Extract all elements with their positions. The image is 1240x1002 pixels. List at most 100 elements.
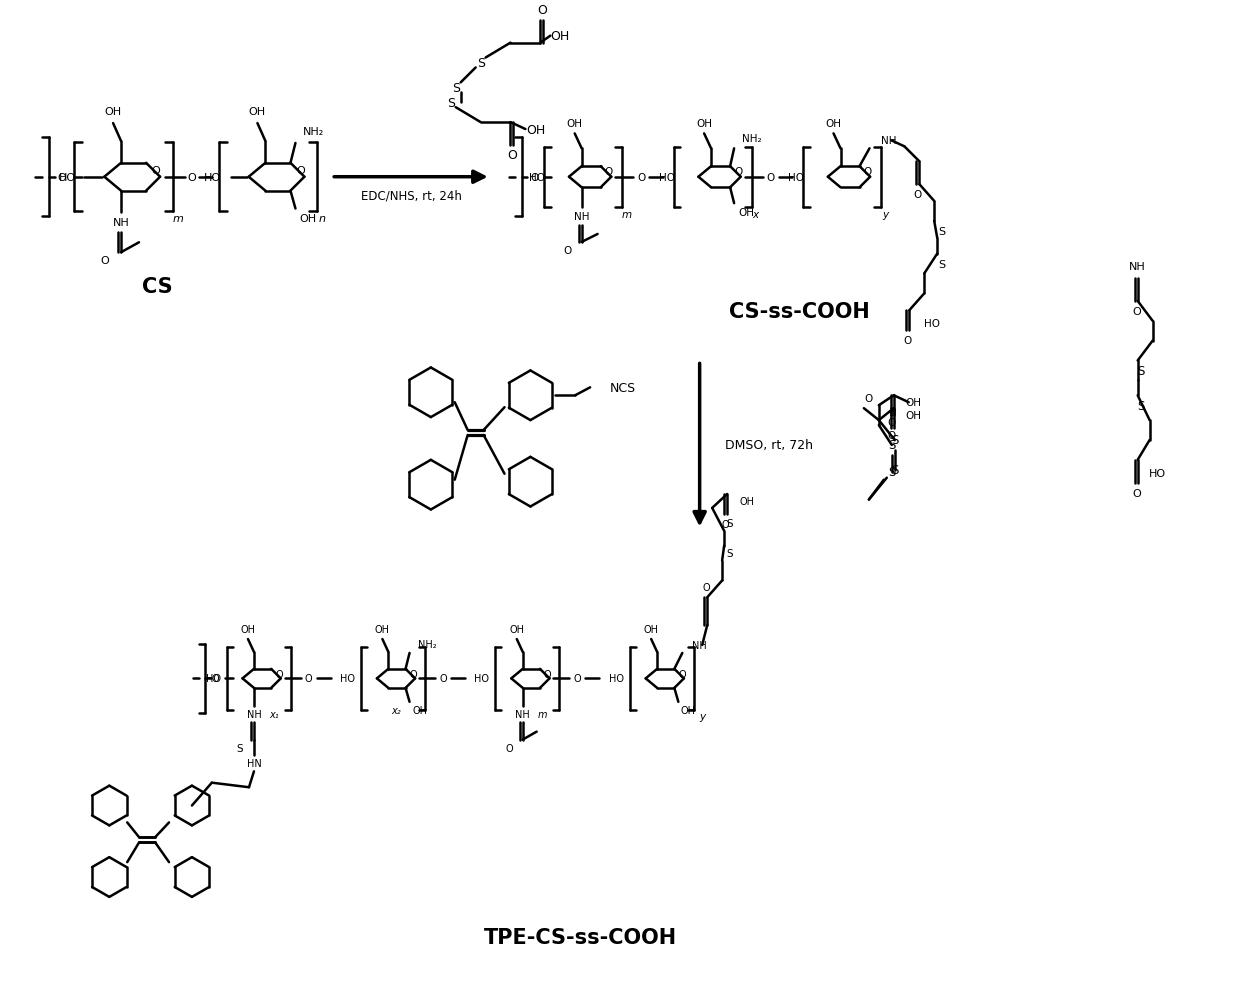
Text: O: O <box>505 742 512 753</box>
Text: NH: NH <box>574 211 589 221</box>
Text: m: m <box>621 210 631 220</box>
Text: O: O <box>913 189 921 199</box>
Text: OH: OH <box>412 705 427 715</box>
Text: O: O <box>888 418 897 428</box>
Text: S: S <box>237 742 243 753</box>
Text: OH: OH <box>104 107 122 117</box>
Text: NH: NH <box>113 218 129 228</box>
Text: S: S <box>892 464 899 477</box>
Text: S: S <box>451 82 460 95</box>
Text: O: O <box>409 669 417 679</box>
Text: O: O <box>903 336 911 346</box>
Text: O: O <box>605 167 613 177</box>
Text: O: O <box>529 172 538 182</box>
Text: O: O <box>305 673 312 683</box>
Text: HO: HO <box>658 172 675 182</box>
Text: OH: OH <box>739 496 754 506</box>
Text: O: O <box>151 165 160 175</box>
Text: NH: NH <box>247 709 262 719</box>
Text: O: O <box>564 245 572 256</box>
Text: OH: OH <box>510 624 525 634</box>
Text: S: S <box>1137 365 1145 378</box>
Text: O: O <box>57 172 66 182</box>
Text: HO: HO <box>206 673 221 683</box>
Text: CS-ss-COOH: CS-ss-COOH <box>729 302 869 322</box>
Text: NCS: NCS <box>610 382 636 395</box>
Text: OH: OH <box>738 207 754 217</box>
Text: OH: OH <box>300 214 317 224</box>
Text: O: O <box>766 172 775 182</box>
Text: O: O <box>888 431 897 441</box>
Text: O: O <box>296 165 305 175</box>
Text: O: O <box>864 167 872 177</box>
Text: m: m <box>538 709 547 719</box>
Text: HO: HO <box>203 172 221 182</box>
Text: O: O <box>507 149 517 162</box>
Text: S: S <box>888 466 895 479</box>
Text: HN: HN <box>247 759 262 769</box>
Text: S: S <box>1137 400 1145 412</box>
Text: EDC/NHS, rt, 24h: EDC/NHS, rt, 24h <box>361 189 461 202</box>
Text: S: S <box>939 226 946 236</box>
Text: y: y <box>882 210 888 220</box>
Text: O: O <box>544 669 552 679</box>
Text: HO: HO <box>60 172 77 182</box>
Text: m: m <box>172 214 184 224</box>
Text: NH: NH <box>516 709 531 719</box>
Text: S: S <box>888 439 895 452</box>
Text: O: O <box>275 669 283 679</box>
Text: HO: HO <box>340 673 355 683</box>
Text: OH: OH <box>905 411 921 421</box>
Text: NH: NH <box>882 136 897 146</box>
Text: OH: OH <box>681 705 696 715</box>
Text: O: O <box>439 673 446 683</box>
Text: O: O <box>537 4 547 17</box>
Text: OH: OH <box>249 107 267 117</box>
Text: OH: OH <box>905 398 921 408</box>
Text: O: O <box>702 583 711 593</box>
Text: O: O <box>734 167 743 177</box>
Text: CS: CS <box>141 277 172 297</box>
Text: x: x <box>753 210 759 220</box>
Text: O: O <box>678 669 686 679</box>
Text: NH₂: NH₂ <box>303 127 324 137</box>
Text: O: O <box>187 172 196 182</box>
Text: OH: OH <box>696 119 712 129</box>
Text: O: O <box>100 256 109 266</box>
Text: HO: HO <box>475 673 490 683</box>
Text: O: O <box>722 519 729 529</box>
Text: O: O <box>574 673 582 683</box>
Text: OH: OH <box>551 30 570 43</box>
Text: HO: HO <box>1149 468 1166 478</box>
Text: S: S <box>476 57 485 70</box>
Text: HO: HO <box>924 319 940 329</box>
Text: S: S <box>446 96 455 109</box>
Text: NH₂: NH₂ <box>742 134 761 144</box>
Text: O: O <box>864 394 873 404</box>
Text: OH: OH <box>526 123 546 136</box>
Text: TPE-CS-ss-COOH: TPE-CS-ss-COOH <box>484 927 677 947</box>
Text: NH: NH <box>692 640 707 650</box>
Text: n: n <box>319 214 326 224</box>
Text: S: S <box>939 260 946 270</box>
Text: S: S <box>727 518 733 528</box>
Text: S: S <box>727 548 733 558</box>
Text: NH: NH <box>1130 262 1146 272</box>
Text: OH: OH <box>826 119 842 129</box>
Text: O: O <box>637 172 645 182</box>
Text: OH: OH <box>567 119 583 129</box>
Text: x₂: x₂ <box>392 705 401 715</box>
Text: HO: HO <box>787 172 804 182</box>
Text: x₁: x₁ <box>269 709 279 719</box>
Text: O: O <box>1132 307 1141 317</box>
Text: S: S <box>892 434 899 447</box>
Text: OH: OH <box>241 624 255 634</box>
Text: y: y <box>699 711 704 721</box>
Text: O: O <box>1132 488 1141 498</box>
Text: HO: HO <box>609 673 624 683</box>
Text: OH: OH <box>374 624 389 634</box>
Text: OH: OH <box>644 624 658 634</box>
Text: O: O <box>212 673 219 683</box>
Text: DMSO, rt, 72h: DMSO, rt, 72h <box>725 439 813 452</box>
Text: NH₂: NH₂ <box>418 639 436 649</box>
